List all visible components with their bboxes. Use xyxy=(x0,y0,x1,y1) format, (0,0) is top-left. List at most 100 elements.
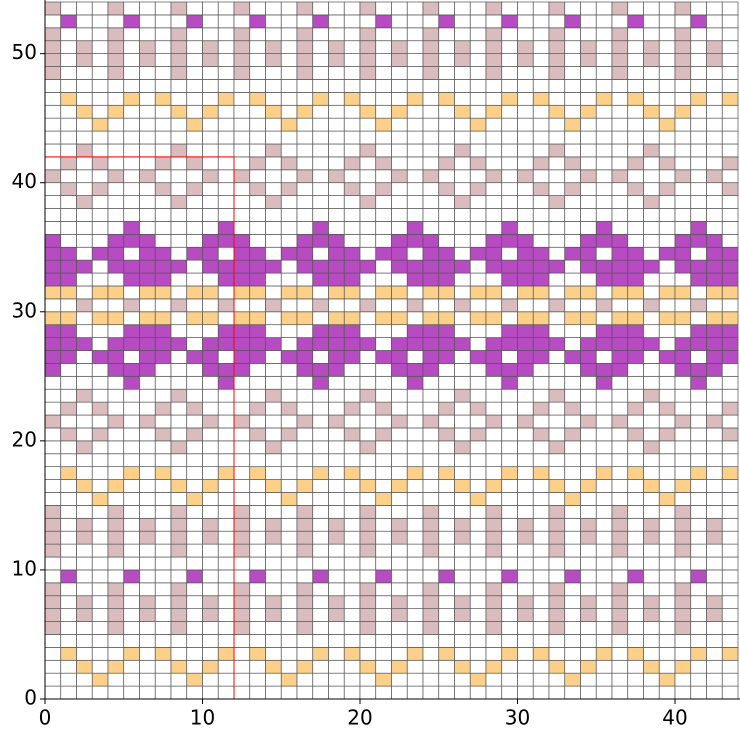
cell xyxy=(422,221,440,235)
cell xyxy=(328,634,345,648)
cell xyxy=(154,27,172,42)
cell xyxy=(485,53,503,67)
cell xyxy=(91,53,109,67)
cell xyxy=(296,517,314,532)
cell xyxy=(674,582,692,597)
cell xyxy=(422,388,440,403)
cell xyxy=(217,453,235,468)
cell xyxy=(328,324,345,338)
cell xyxy=(76,543,93,558)
cell xyxy=(469,608,487,622)
cell xyxy=(454,169,471,184)
cell xyxy=(328,298,345,313)
cell xyxy=(469,117,487,132)
cell xyxy=(721,634,739,648)
cell xyxy=(438,479,455,493)
cell xyxy=(217,350,235,364)
cell xyxy=(76,285,93,300)
cell xyxy=(627,104,644,119)
cell xyxy=(391,324,408,338)
cell xyxy=(469,246,487,261)
cell xyxy=(406,182,424,196)
cell xyxy=(548,363,566,377)
cell xyxy=(107,505,125,519)
cell xyxy=(643,156,660,171)
cell xyxy=(154,324,172,338)
cell xyxy=(375,169,392,184)
cell xyxy=(280,53,298,67)
cell xyxy=(643,659,660,674)
cell xyxy=(76,259,93,274)
cell xyxy=(312,659,329,674)
cell xyxy=(217,647,235,661)
cell xyxy=(406,440,424,455)
cell xyxy=(60,169,77,184)
cell xyxy=(123,517,140,532)
cell xyxy=(674,440,692,455)
cell xyxy=(611,40,629,54)
cell xyxy=(154,505,172,519)
cell xyxy=(595,466,613,480)
cell xyxy=(296,582,314,597)
cell xyxy=(328,479,345,493)
cell xyxy=(296,298,314,313)
cell xyxy=(76,647,93,661)
cell xyxy=(170,221,188,235)
cell xyxy=(643,621,660,635)
cell xyxy=(454,556,471,571)
cell xyxy=(611,414,629,429)
cell xyxy=(233,375,251,390)
cell xyxy=(580,40,597,54)
cell xyxy=(469,517,487,532)
cell xyxy=(91,440,109,455)
cell xyxy=(611,104,629,119)
cell xyxy=(564,259,581,274)
cell xyxy=(312,479,329,493)
cell xyxy=(532,130,550,145)
cell xyxy=(517,492,534,506)
cell xyxy=(76,208,93,222)
cell xyxy=(406,543,424,558)
cell xyxy=(643,66,660,80)
cell xyxy=(343,104,361,119)
cell xyxy=(706,40,723,54)
cell xyxy=(548,414,566,429)
cell xyxy=(91,401,109,416)
cell xyxy=(202,272,219,287)
cell xyxy=(485,530,503,545)
cell xyxy=(170,169,188,184)
cell xyxy=(217,156,235,171)
cell xyxy=(233,556,251,571)
cell xyxy=(44,440,62,455)
cell xyxy=(643,608,660,622)
cell xyxy=(76,556,93,571)
cell xyxy=(375,466,392,480)
cell xyxy=(469,156,487,171)
cell xyxy=(658,1,676,16)
cell xyxy=(485,634,503,648)
cell xyxy=(139,337,156,351)
cell xyxy=(186,440,203,455)
cell xyxy=(721,517,739,532)
cell xyxy=(202,350,219,364)
cell xyxy=(60,621,77,635)
cell xyxy=(375,66,392,80)
cell xyxy=(249,311,266,326)
cell xyxy=(438,492,455,506)
cell xyxy=(485,285,503,300)
cell xyxy=(328,363,345,377)
cell xyxy=(76,14,93,29)
cell xyxy=(265,543,282,558)
cell xyxy=(438,221,455,235)
cell xyxy=(186,543,203,558)
cell xyxy=(44,479,62,493)
cell xyxy=(438,595,455,609)
cell xyxy=(280,272,298,287)
cell xyxy=(217,208,235,222)
cell xyxy=(422,40,440,54)
cell xyxy=(91,66,109,80)
cell xyxy=(343,53,361,67)
cell xyxy=(658,259,676,274)
cell xyxy=(674,479,692,493)
cell xyxy=(154,1,172,16)
